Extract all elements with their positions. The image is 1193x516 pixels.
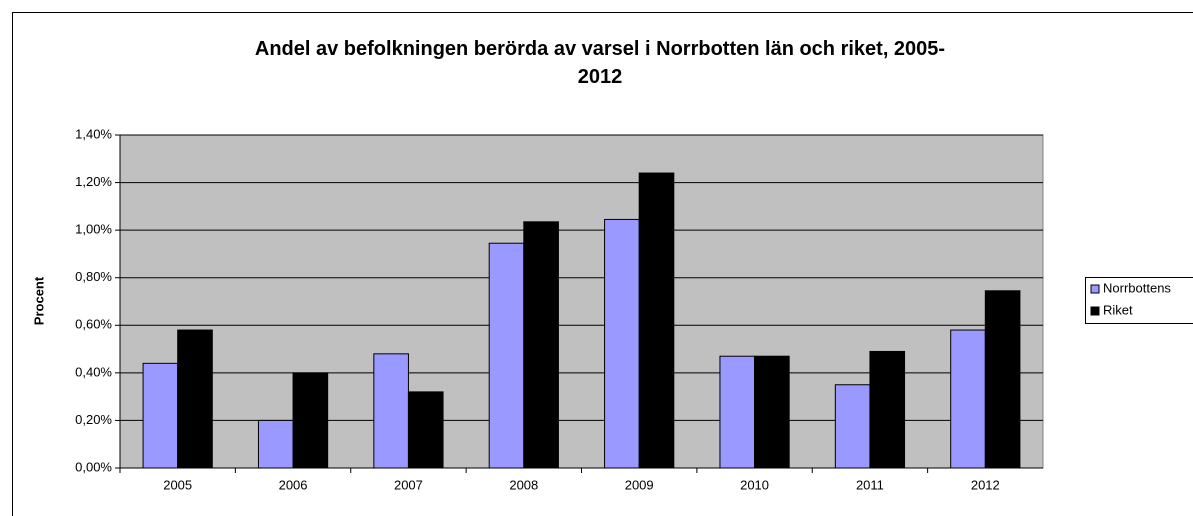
legend-label: Riket [1103,302,1133,317]
y-tick-label: 0,20% [75,412,112,427]
y-tick-label: 0,00% [75,459,112,474]
bar [754,355,790,469]
bar [869,350,906,469]
bar [834,384,871,469]
y-tick-label: 1,00% [75,222,112,237]
bar [984,290,1021,469]
bar [142,362,179,469]
y-tick-label: 1,40% [75,126,112,141]
x-tick-label: 2012 [971,477,1000,492]
chart-title: Andel av befolkningen berörda av varsel … [255,38,945,88]
bar [177,329,213,469]
x-tick-label: 2005 [163,477,192,492]
x-tick-label: 2006 [279,477,308,492]
y-tick-label: 0,80% [75,269,112,284]
x-tick-label: 2007 [394,477,423,492]
y-tick-label: 1,20% [75,174,112,189]
bar [488,242,525,469]
y-tick-label: 0,60% [75,317,112,332]
bar [950,329,986,469]
bar [638,172,675,469]
legend-label: Norrbottens [1103,280,1171,295]
x-tick-label: 2008 [509,477,538,492]
bar [407,391,444,469]
x-tick-label: 2010 [740,477,769,492]
x-tick-label: 2011 [856,477,884,492]
x-tick-label: 2009 [625,477,654,492]
bar [292,372,329,469]
y-axis-label: Procent [31,276,46,325]
legend-box [1085,277,1193,324]
bar [373,353,409,469]
bar [523,221,559,469]
legend-swatch [1090,284,1100,294]
bar [257,419,294,469]
y-tick-label: 0,40% [75,364,112,379]
legend-swatch [1090,306,1100,316]
bar [604,218,640,469]
bar [719,355,756,469]
